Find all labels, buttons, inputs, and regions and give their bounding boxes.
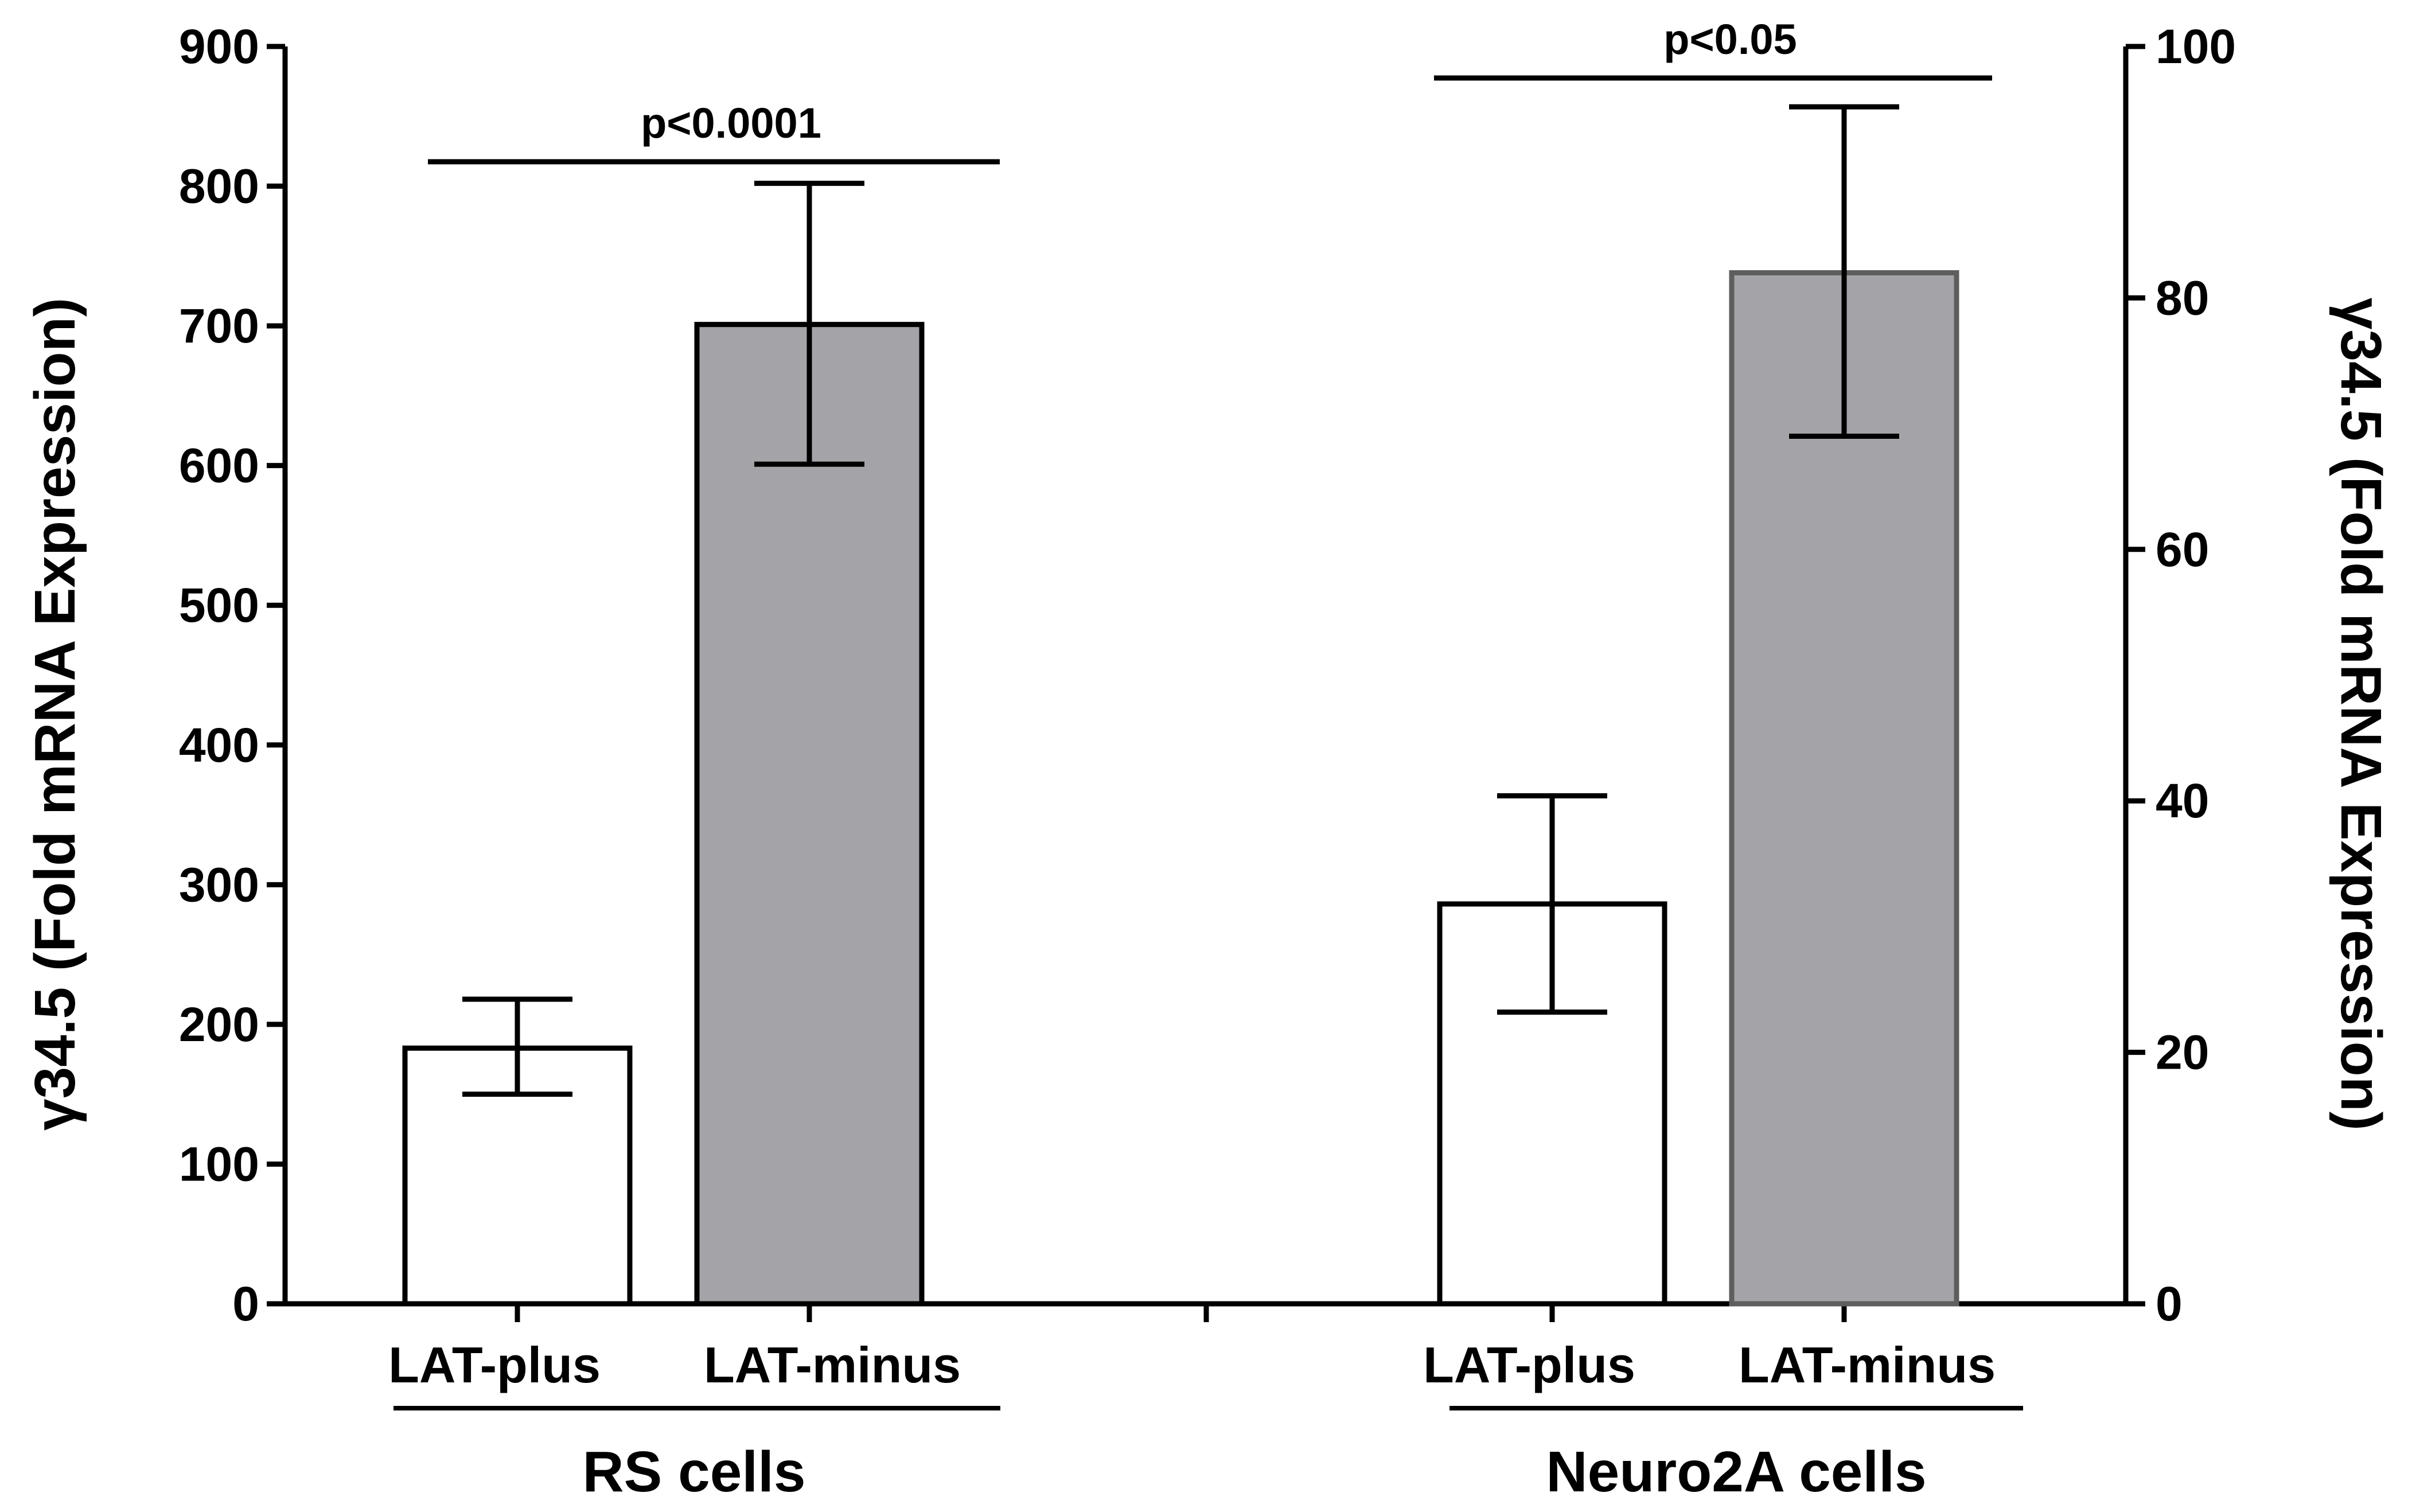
axes: 0 100 200 300 400 500 600 700 800 900 0 20 40 60 80 100: [179, 20, 2236, 1331]
error-bars: [462, 104, 1899, 1097]
category-label: LAT-plus: [388, 1336, 601, 1393]
right-tick-label: 60: [2156, 523, 2209, 576]
bar-rs-cells-lat-minus: [694, 322, 925, 1307]
left-tick-label: 0: [232, 1277, 259, 1331]
category-labels: LAT-plus LAT-minus RS cells LAT-plus LAT-min…: [388, 1336, 2023, 1504]
category-label: LAT-plus: [1423, 1336, 1635, 1393]
group-label: Neuro2A cells: [1546, 1440, 1926, 1504]
left-tick-label: 300: [179, 858, 259, 911]
left-tick-label: 100: [179, 1137, 259, 1191]
right-axis-title: γ34.5 (Fold mRNA Expression): [2329, 298, 2393, 1131]
significance-label: p<0.05: [1663, 15, 1797, 63]
bar-neuro2a-cells-lat-minus: [1729, 270, 1959, 1307]
left-tick-label: 700: [179, 299, 259, 353]
left-tick-label: 500: [179, 578, 259, 632]
left-tick-label: 600: [179, 439, 259, 493]
right-tick-label: 20: [2156, 1026, 2209, 1080]
group-label: RS cells: [582, 1440, 805, 1504]
left-tick-label: 900: [179, 20, 259, 73]
right-tick-label: 80: [2156, 271, 2209, 325]
right-tick-label: 0: [2156, 1277, 2183, 1331]
bars: [402, 270, 1959, 1307]
left-tick-label: 800: [179, 159, 259, 213]
right-tick-label: 100: [2156, 20, 2236, 73]
significance-label: p<0.0001: [641, 99, 821, 147]
category-label: LAT-minus: [704, 1336, 961, 1393]
right-tick-label: 40: [2156, 774, 2209, 828]
left-axis-title: γ34.5 (Fold mRNA Expression): [23, 298, 87, 1131]
left-tick-label: 200: [179, 997, 259, 1051]
significance-annotations: p<0.0001 p<0.05: [428, 15, 1992, 165]
category-label: LAT-minus: [1739, 1336, 1996, 1393]
left-tick-label: 400: [179, 718, 259, 772]
